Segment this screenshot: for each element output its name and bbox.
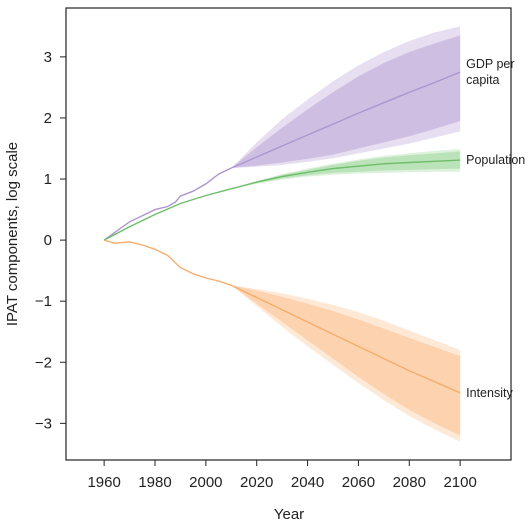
uncertainty-bands: [231, 26, 461, 442]
intensity-inner-band: [231, 285, 461, 436]
population-line: [103, 159, 461, 241]
y-tick-label: 1: [44, 171, 52, 188]
population-label: Population: [466, 153, 525, 167]
x-tick-label: 2100: [443, 474, 476, 491]
intensity-line: [103, 239, 461, 394]
x-tick-label: 2060: [342, 474, 375, 491]
y-tick-label: −3: [35, 415, 52, 432]
series-lines: [103, 71, 461, 394]
series-labels: GDP per capita Population Intensity: [466, 57, 525, 400]
x-tick-label: 2020: [240, 474, 273, 491]
y-axis-title: IPAT components, log scale: [4, 142, 21, 326]
gdp-per-capita-line: [103, 71, 461, 241]
y-axis: 3 2 1 0 −1 −2 −3: [35, 49, 66, 432]
intensity-label: Intensity: [466, 386, 513, 400]
y-tick-label: 0: [44, 232, 52, 249]
y-tick-label: 3: [44, 49, 52, 66]
gdp-per-capita-label: capita: [466, 73, 499, 87]
y-tick-label: −2: [35, 354, 52, 371]
x-tick-label: 2000: [189, 474, 222, 491]
population-inner-band: [231, 151, 461, 189]
gdp-per-capita-label: GDP per: [466, 57, 514, 71]
y-tick-label: −1: [35, 293, 52, 310]
plot-frame: [65, 7, 512, 461]
x-tick-label: 1960: [87, 474, 120, 491]
y-tick-label: 2: [44, 110, 52, 127]
gdp-per-capita-inner-band: [231, 35, 461, 169]
x-axis: 1960 1980 2000 2020 2040 2060 2080 2100: [87, 460, 477, 491]
x-axis-title: Year: [274, 506, 304, 522]
x-tick-label: 2040: [291, 474, 324, 491]
x-tick-label: 1980: [138, 474, 171, 491]
x-tick-label: 2080: [393, 474, 426, 491]
